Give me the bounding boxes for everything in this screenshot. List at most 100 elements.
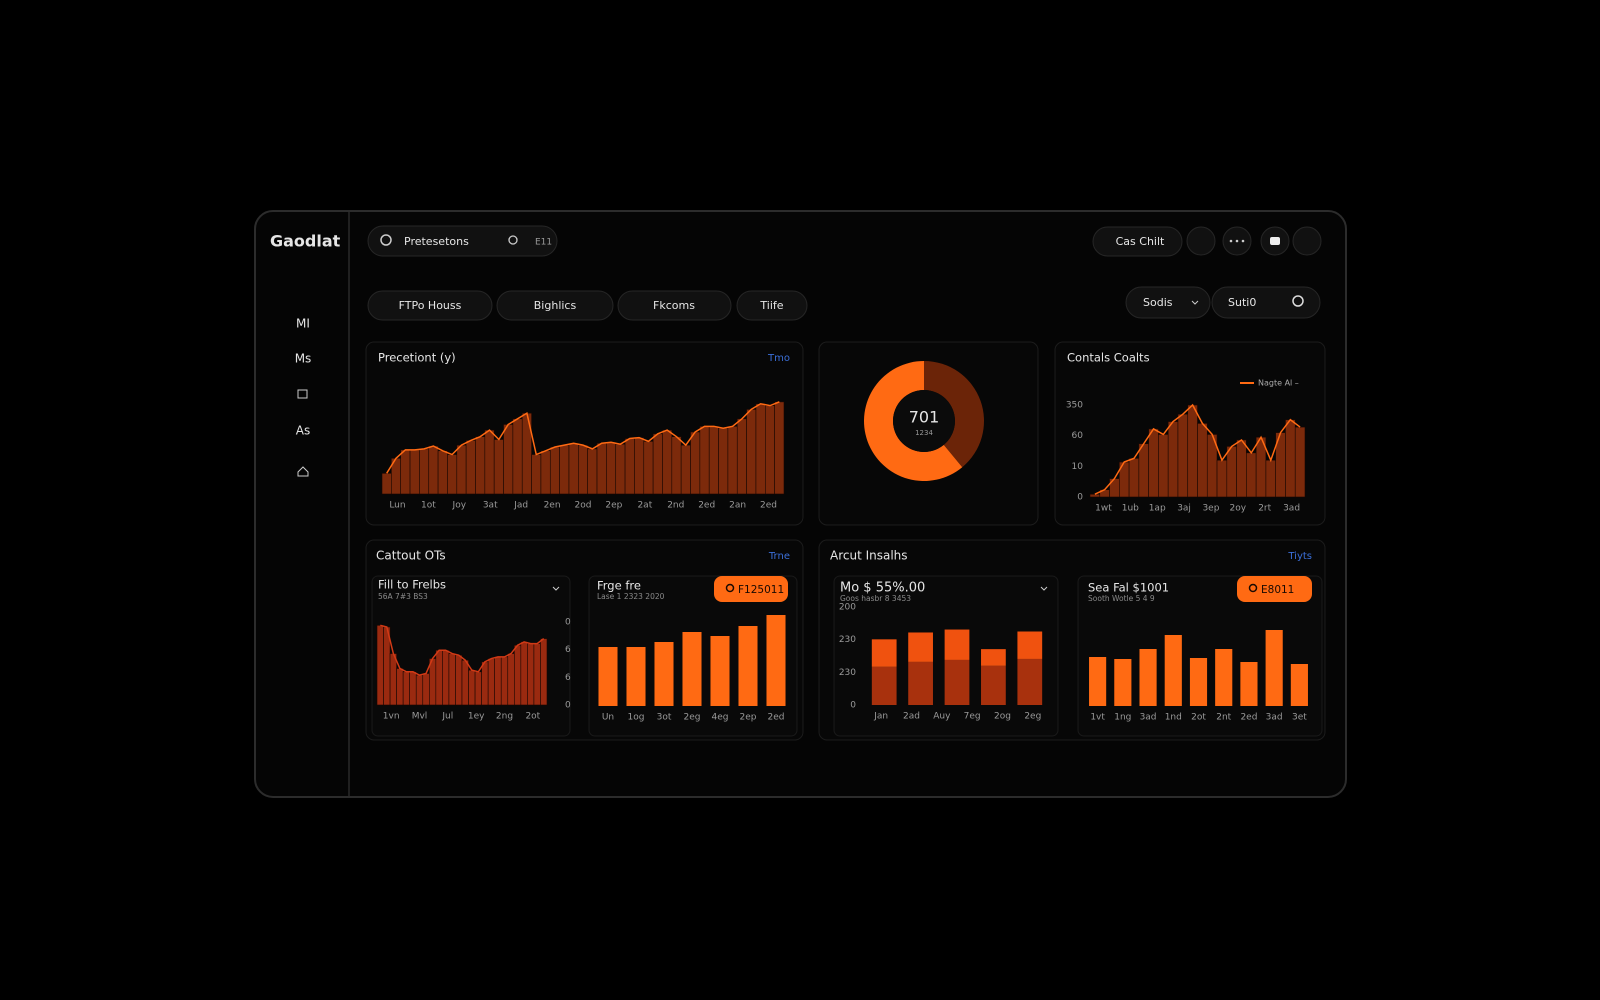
subpanel (1077, 575, 1323, 737)
area-slice (718, 427, 729, 495)
search-icon (725, 583, 735, 593)
y-tick-label: 0 (1077, 493, 1083, 503)
tab-label[interactable]: FTPo Houss (399, 299, 462, 312)
y-tick-label: 60 (1072, 431, 1084, 441)
area-slice (606, 441, 617, 495)
top-button-label[interactable]: Cas Chilt (1116, 235, 1165, 248)
area-slice (559, 444, 570, 495)
y-tick-label: 10 (1072, 462, 1084, 472)
area-slice (376, 625, 384, 706)
chart-title: Precetiont (y) (378, 351, 456, 365)
area-slice (1177, 413, 1189, 498)
nav-item[interactable]: MI (296, 317, 310, 331)
area-slice (481, 661, 489, 706)
panel-title: Cattout OTs (376, 549, 446, 563)
x-tick-label: 3ad (1283, 504, 1300, 514)
area-slice (442, 649, 450, 706)
panel-link[interactable]: Tiyts (1287, 551, 1312, 562)
x-tick-label: 3ad (1140, 713, 1157, 723)
x-tick-label: Lun (389, 501, 405, 511)
bar (1164, 635, 1182, 706)
area-slice (568, 442, 579, 495)
x-tick-label: Un (602, 713, 614, 723)
icon (1241, 239, 1245, 243)
search-icon (508, 235, 518, 245)
action-button[interactable] (714, 576, 788, 602)
x-tick-label: 7eg (964, 712, 981, 722)
bar (1189, 658, 1208, 706)
bar (871, 666, 897, 705)
area-slice (1265, 459, 1276, 498)
x-tick-label: 3ep (1202, 504, 1219, 514)
area-slice (652, 433, 663, 495)
area-slice (1187, 404, 1198, 498)
x-tick-label: 2ad (903, 712, 920, 722)
legend-label: Nagte Al – (1258, 379, 1299, 388)
tab-label[interactable]: Fkcoms (653, 299, 695, 312)
area-slice (1294, 426, 1306, 498)
search-value[interactable]: Suti0 (1228, 296, 1256, 309)
y-tick-label: 200 (839, 603, 856, 613)
action-button-label[interactable]: E8011 (1261, 584, 1294, 596)
area-slice (774, 401, 785, 495)
area-slice (1148, 428, 1159, 498)
tab[interactable] (496, 290, 614, 321)
area-slice (474, 671, 482, 706)
area-slice (1197, 423, 1208, 498)
x-tick-label: 2ed (768, 713, 785, 723)
x-tick-label: 1ey (468, 712, 485, 722)
x-tick-label: 1nd (1165, 713, 1182, 723)
area-slice (400, 449, 411, 495)
area-slice (487, 658, 495, 706)
area-slice (1167, 421, 1179, 498)
bar (654, 642, 674, 706)
bar (1017, 658, 1043, 705)
icon-button[interactable] (1186, 226, 1216, 256)
search-icon (1248, 583, 1258, 593)
tab[interactable] (736, 290, 808, 321)
tab[interactable] (617, 290, 732, 321)
nav-icon[interactable] (297, 389, 308, 399)
tab-label[interactable]: Bighlics (534, 299, 577, 312)
tab[interactable] (367, 290, 493, 321)
search-placeholder: Pretesetons (404, 235, 469, 248)
filter-dropdown[interactable] (1125, 286, 1211, 319)
y-tick-label: 230 (839, 668, 856, 678)
area-slice (540, 450, 551, 495)
x-tick-label: 1vt (1090, 713, 1105, 723)
chevron (1040, 586, 1048, 591)
y-tick-label: 230 (839, 635, 856, 645)
x-tick-label: 2rt (1258, 504, 1271, 514)
bar (1139, 649, 1157, 706)
x-tick-label: 3ad (1266, 713, 1283, 723)
x-tick-label: 2od (575, 501, 592, 511)
nav-item[interactable]: As (296, 424, 310, 438)
bar (981, 649, 1006, 666)
x-tick-label: 1ap (1149, 504, 1166, 514)
area-slice (662, 429, 673, 495)
x-tick-label: 2ed (760, 501, 777, 511)
tab-label[interactable]: Tiife (759, 299, 783, 312)
area-slice (493, 439, 504, 495)
nav-icon[interactable] (297, 466, 309, 477)
x-tick-label: 1og (628, 713, 645, 723)
chart-link[interactable]: Tmo (767, 353, 790, 364)
x-tick-label: 3at (483, 501, 498, 511)
action-button[interactable] (1237, 576, 1312, 602)
area-slice (736, 418, 747, 495)
bar (682, 632, 702, 706)
area-slice (396, 668, 404, 706)
top-button[interactable] (1092, 226, 1183, 257)
area-slice (1216, 459, 1228, 498)
search-field[interactable] (1211, 286, 1321, 319)
chevron (552, 586, 560, 591)
icon-button[interactable] (1292, 226, 1322, 256)
area-slice (514, 644, 522, 706)
filter-label[interactable]: Sodis (1143, 296, 1173, 309)
nav-item[interactable]: Ms (295, 352, 312, 366)
x-tick-label: 2ot (1191, 713, 1206, 723)
action-button-label[interactable]: F125011 (738, 584, 784, 596)
panel-link[interactable]: Trne (768, 551, 790, 562)
search-bar[interactable] (367, 225, 558, 257)
